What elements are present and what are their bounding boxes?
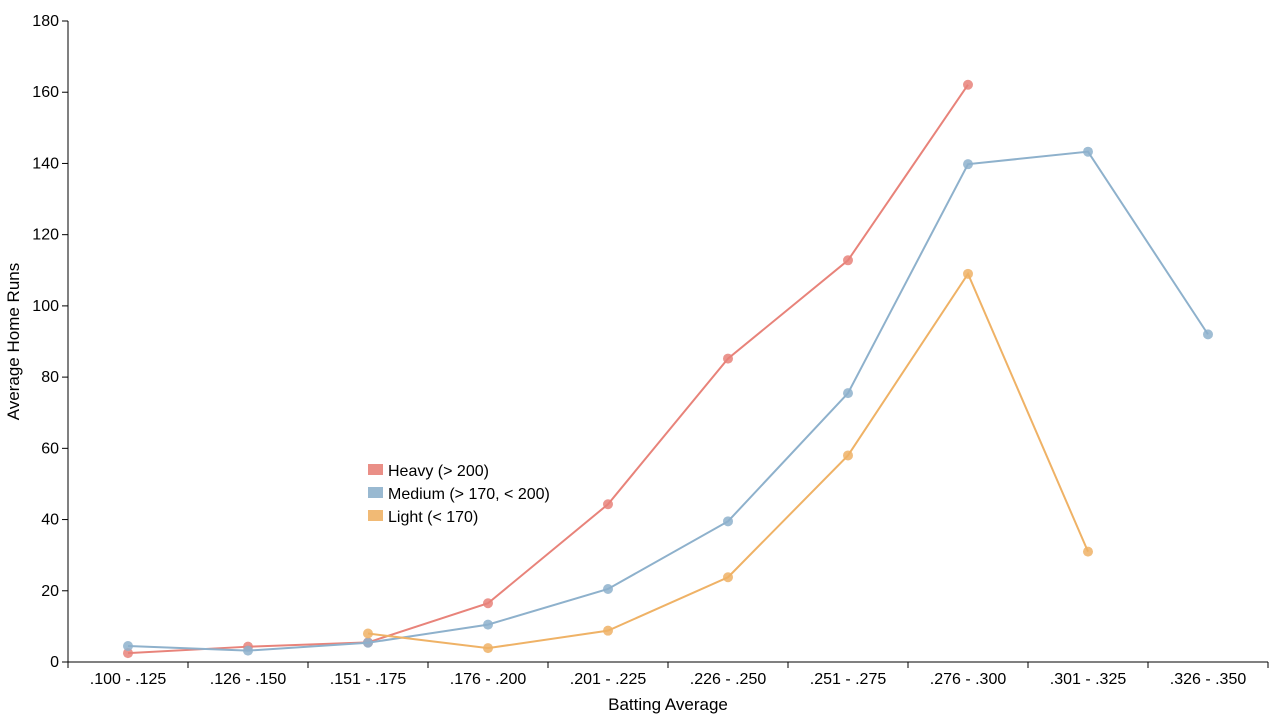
x-tick-label: .226 - .250	[690, 671, 767, 688]
x-tick-label: .301 - .325	[1050, 671, 1127, 688]
y-axis: 0 20 40 60 80 100 120 140 160 180	[32, 13, 69, 671]
data-point	[843, 388, 853, 399]
series-line	[127, 84, 969, 655]
y-tick-label: 60	[41, 440, 59, 457]
data-point	[963, 159, 973, 170]
legend-item: Light (< 170)	[368, 509, 478, 526]
y-tick-label: 80	[41, 369, 59, 386]
legend-swatch	[368, 510, 383, 521]
legend-label: Light (< 170)	[388, 509, 478, 526]
data-point	[843, 255, 853, 266]
data-point	[363, 637, 373, 648]
x-tick-label: .201 - .225	[570, 671, 647, 688]
y-tick-label: 180	[32, 13, 59, 30]
series-line	[367, 271, 1089, 650]
x-axis: .100 - .125 .126 - .150 .151 - .175 .176 - …	[67, 661, 1269, 688]
series-0	[123, 79, 973, 659]
y-tick-label: 40	[41, 512, 59, 529]
x-tick-label: .326 - .350	[1170, 671, 1247, 688]
data-point	[1083, 546, 1093, 557]
data-point	[843, 450, 853, 461]
data-point	[723, 353, 733, 364]
data-point	[963, 79, 973, 90]
data-point	[1203, 329, 1213, 340]
data-point	[363, 628, 373, 639]
data-point	[723, 516, 733, 527]
y-tick-label: 140	[32, 155, 59, 172]
series-line	[127, 150, 1209, 652]
legend: Heavy (> 200) Medium (> 170, < 200) Light …	[368, 463, 550, 526]
series-layer	[123, 79, 1213, 659]
series-1	[123, 146, 1213, 656]
legend-swatch	[368, 487, 383, 498]
data-point	[963, 268, 973, 279]
legend-swatch	[368, 464, 383, 475]
data-point	[483, 643, 493, 654]
y-axis-title: Average Home Runs	[4, 263, 23, 421]
x-tick-label: .251 - .275	[810, 671, 887, 688]
data-point	[603, 625, 613, 636]
legend-item: Medium (> 170, < 200)	[368, 486, 550, 503]
data-point	[1083, 146, 1093, 157]
x-axis-title: Batting Average	[608, 695, 728, 714]
data-point	[483, 619, 493, 630]
data-point	[123, 640, 133, 651]
data-point	[483, 598, 493, 609]
x-tick-label: .176 - .200	[450, 671, 527, 688]
legend-label: Heavy (> 200)	[388, 463, 489, 480]
data-point	[123, 648, 133, 659]
x-tick-label: .151 - .175	[330, 671, 407, 688]
y-tick-label: 20	[41, 583, 59, 600]
x-tick-label: .126 - .150	[210, 671, 287, 688]
x-tick-label: .276 - .300	[930, 671, 1007, 688]
x-tick-label: .100 - .125	[90, 671, 167, 688]
y-tick-label: 100	[32, 298, 59, 315]
data-point	[243, 645, 253, 656]
series-2	[363, 268, 1093, 654]
legend-item: Heavy (> 200)	[368, 463, 489, 480]
y-tick-label: 160	[32, 84, 59, 101]
data-point	[603, 583, 613, 594]
y-tick-label: 0	[50, 654, 59, 671]
data-point	[723, 572, 733, 583]
legend-label: Medium (> 170, < 200)	[388, 486, 550, 503]
y-tick-label: 120	[32, 227, 59, 244]
data-point	[603, 499, 613, 510]
